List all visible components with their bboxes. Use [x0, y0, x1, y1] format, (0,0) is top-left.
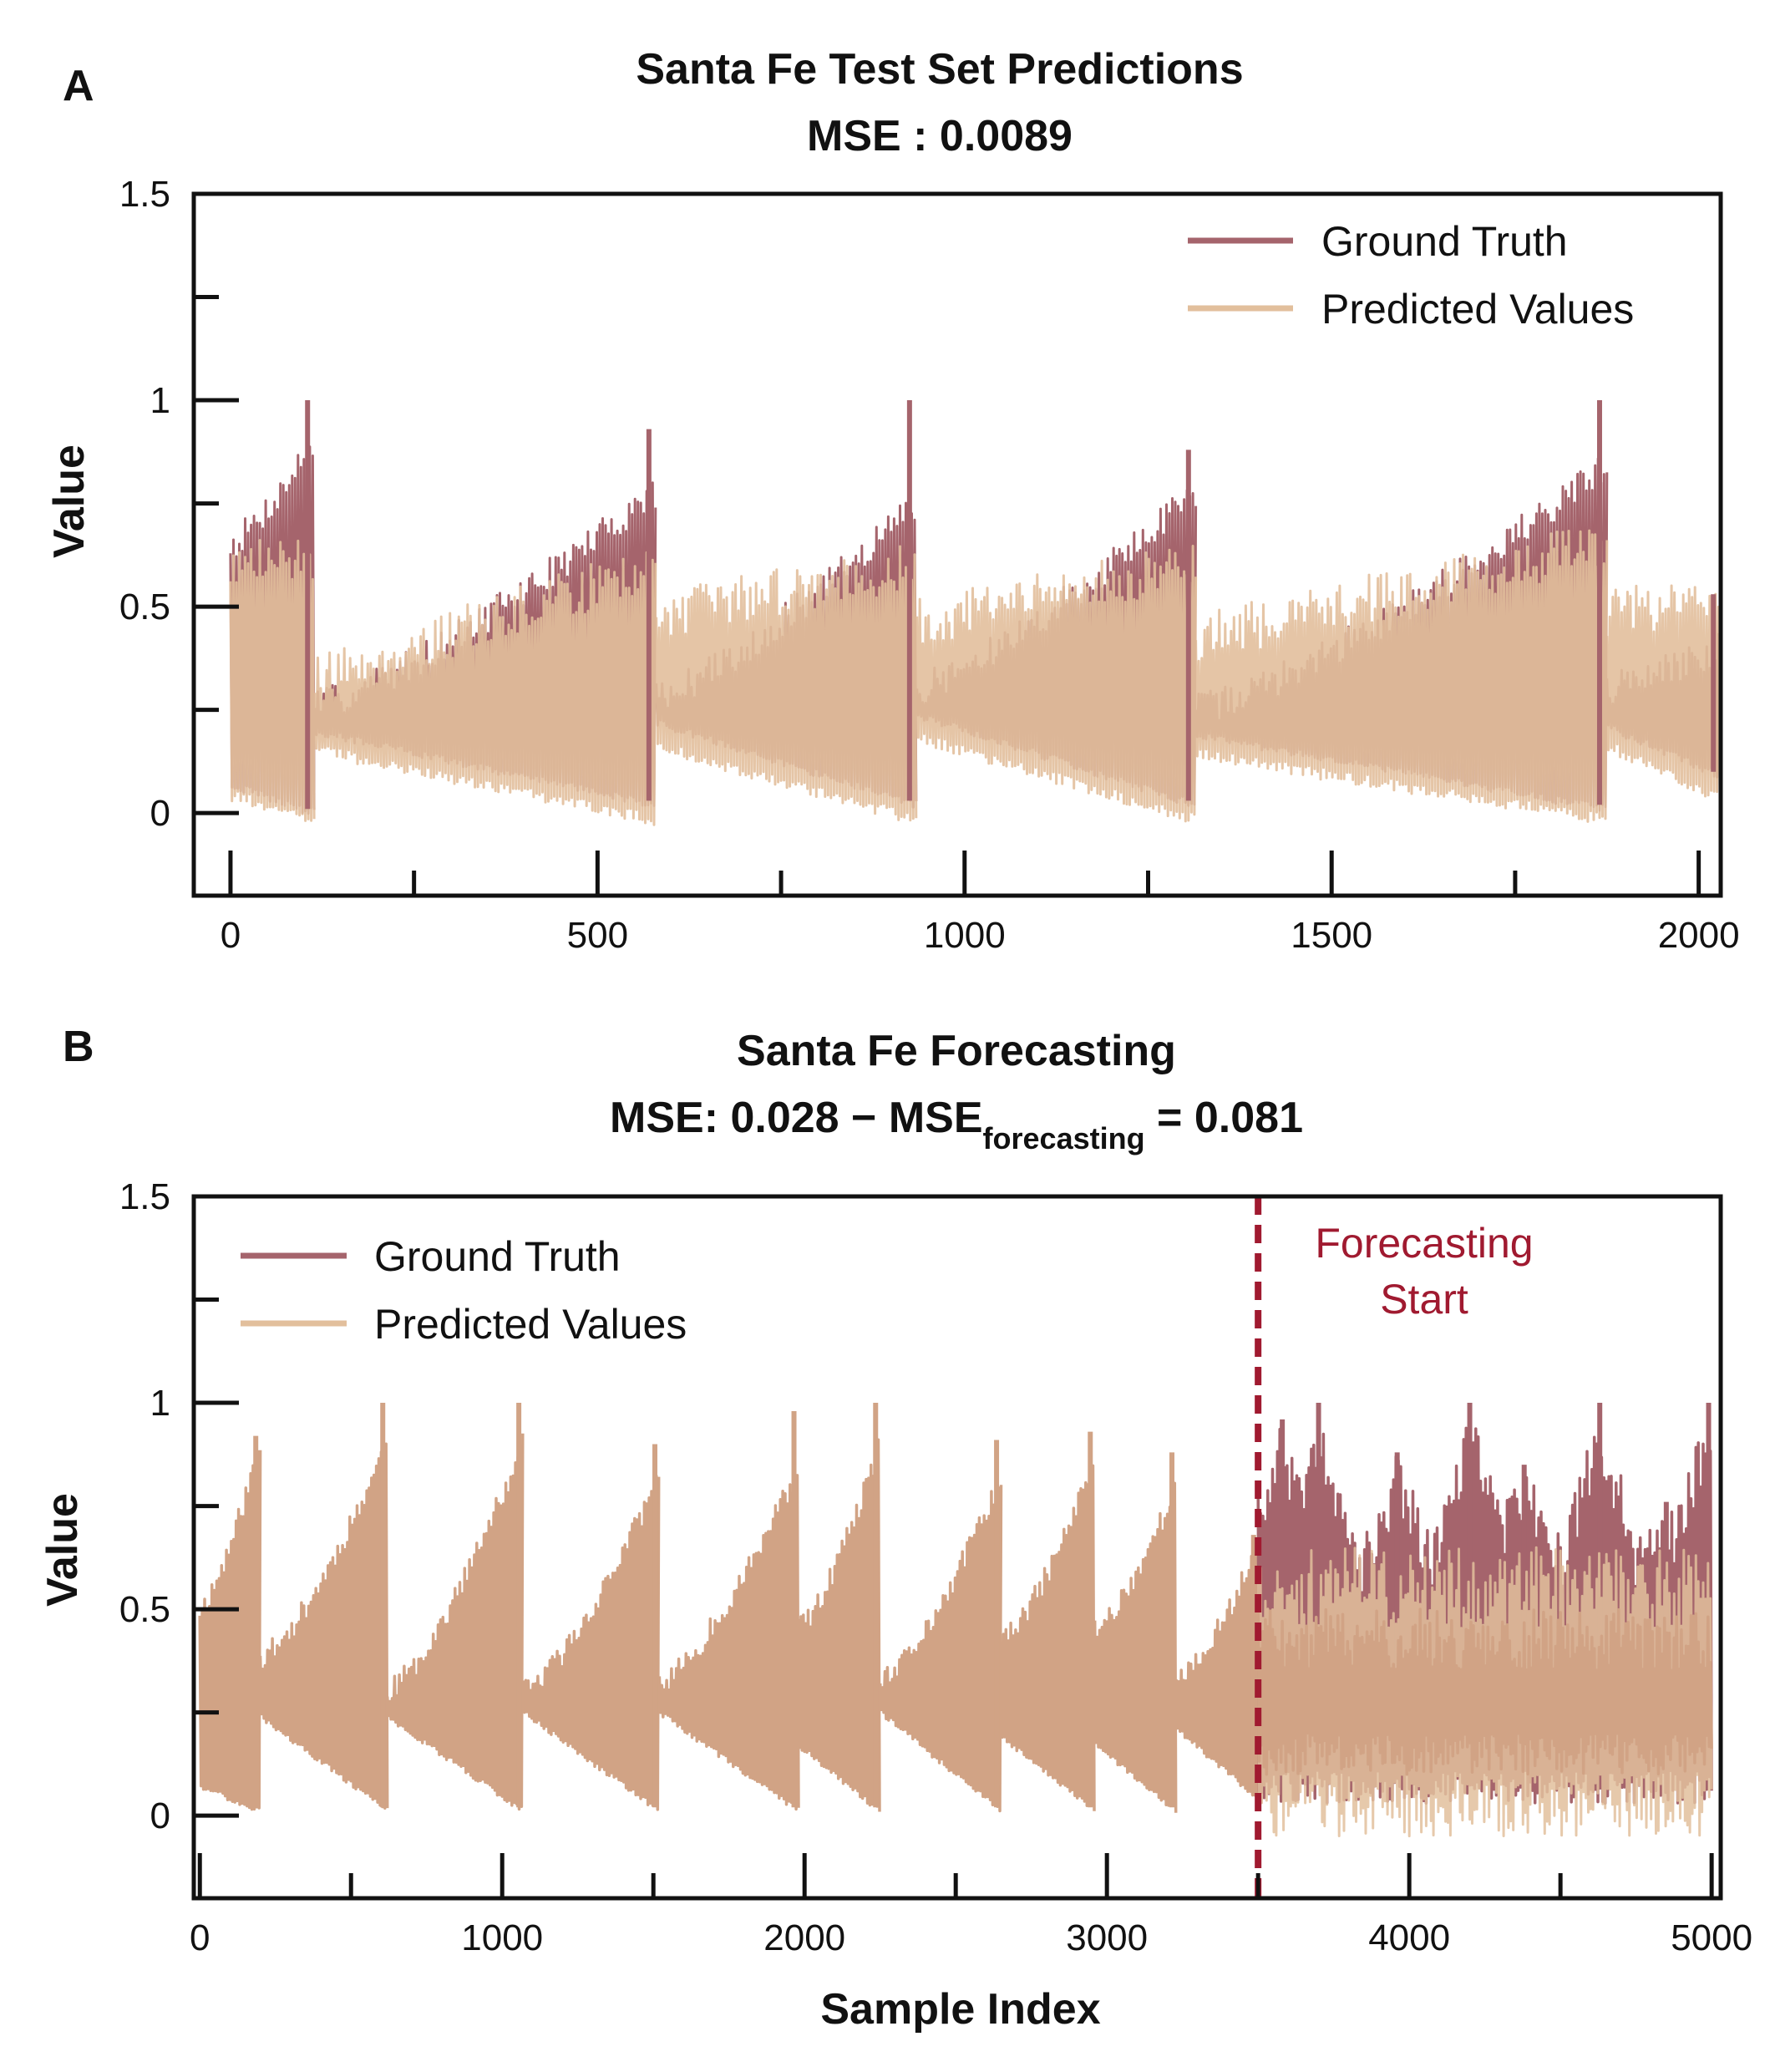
panel-a-subtitle: MSE : 0.0089	[807, 112, 1073, 160]
panel-b-xtick-label: 3000	[1066, 1917, 1148, 1958]
panel-a-legend: Ground Truth Predicted Values	[1188, 218, 1634, 333]
forecast-annotation-line-1: Forecasting	[1315, 1220, 1533, 1267]
panel-a-frame	[191, 191, 1723, 898]
panel-a-axes: 0 0.5 1 1.5 0 500 1000 1500 2000	[119, 174, 1740, 956]
panel-a-xtick-label: 1000	[924, 915, 1006, 956]
panel-b-title: Santa Fe Forecasting	[737, 1027, 1176, 1075]
legend-b-predicted-label: Predicted Values	[374, 1301, 687, 1348]
panel-b-forecast-overlap-band	[1256, 1607, 1713, 1776]
panel-b-ytick-label: 0.5	[119, 1589, 170, 1630]
panel-b: B Santa Fe Forecasting MSE: 0.028 − MSEf…	[38, 1023, 1752, 2034]
panel-a-ylabel: Value	[45, 444, 94, 558]
panel-b-plot-area	[198, 1196, 1713, 1898]
panel-b-ytick-label: 1	[150, 1383, 170, 1424]
panel-a-predicted-line	[229, 529, 1721, 826]
panel-a-title: Santa Fe Test Set Predictions	[636, 45, 1243, 94]
panel-b-legend: Ground Truth Predicted Values	[241, 1233, 687, 1348]
panel-letter-a: A	[63, 62, 94, 110]
forecast-annotation-line-2: Start	[1380, 1276, 1468, 1323]
legend-a-predicted-label: Predicted Values	[1321, 286, 1634, 333]
panel-a-xtick-label: 500	[567, 915, 628, 956]
panel-b-ytick-label: 1.5	[119, 1176, 170, 1217]
panel-a-ytick-label: 1	[150, 380, 170, 421]
panel-a-plot-area	[229, 400, 1721, 826]
panel-a: A Santa Fe Test Set Predictions MSE : 0.…	[45, 45, 1740, 956]
panel-b-ytick-label: 0	[150, 1795, 170, 1836]
panel-b-xtick-label: 1000	[461, 1917, 543, 1958]
panel-b-xtick-label: 2000	[763, 1917, 845, 1958]
panel-a-ytick-label: 1.5	[119, 174, 170, 215]
panel-b-fitted-line	[198, 1433, 1260, 1813]
panel-b-subtitle-prefix: MSE: 0.028 − MSE	[610, 1094, 983, 1142]
panel-b-series	[198, 1403, 1713, 1838]
panel-b-subtitle-suffix: = 0.081	[1145, 1094, 1303, 1142]
panel-a-xtick-label: 1500	[1291, 915, 1372, 956]
panel-a-ytick-label: 0.5	[119, 587, 170, 627]
panel-b-ylabel: Value	[38, 1493, 87, 1607]
panel-letter-b: B	[63, 1023, 94, 1071]
forecast-start-annotation: Forecasting Start	[1315, 1220, 1533, 1323]
panel-b-axes: 0 0.5 1 1.5 0 1000 2000 3000 4000 5000	[119, 1176, 1752, 1958]
panel-b-xlabel: Sample Index	[820, 1985, 1100, 2034]
legend-a-ground-truth-label: Ground Truth	[1321, 218, 1568, 265]
panel-a-ytick-label: 0	[150, 793, 170, 834]
panel-b-xtick-label: 5000	[1671, 1917, 1752, 1958]
panel-b-xtick-label: 0	[190, 1917, 210, 1958]
panel-a-xtick-label: 2000	[1658, 915, 1740, 956]
panel-a-series	[229, 400, 1721, 826]
legend-b-ground-truth-label: Ground Truth	[374, 1233, 621, 1280]
panel-b-xtick-label: 4000	[1368, 1917, 1450, 1958]
panel-b-subtitle: MSE: 0.028 − MSEforecasting = 0.081	[610, 1094, 1303, 1155]
panel-a-xtick-label: 0	[221, 915, 241, 956]
panel-b-subtitle-subscript: forecasting	[983, 1121, 1145, 1155]
